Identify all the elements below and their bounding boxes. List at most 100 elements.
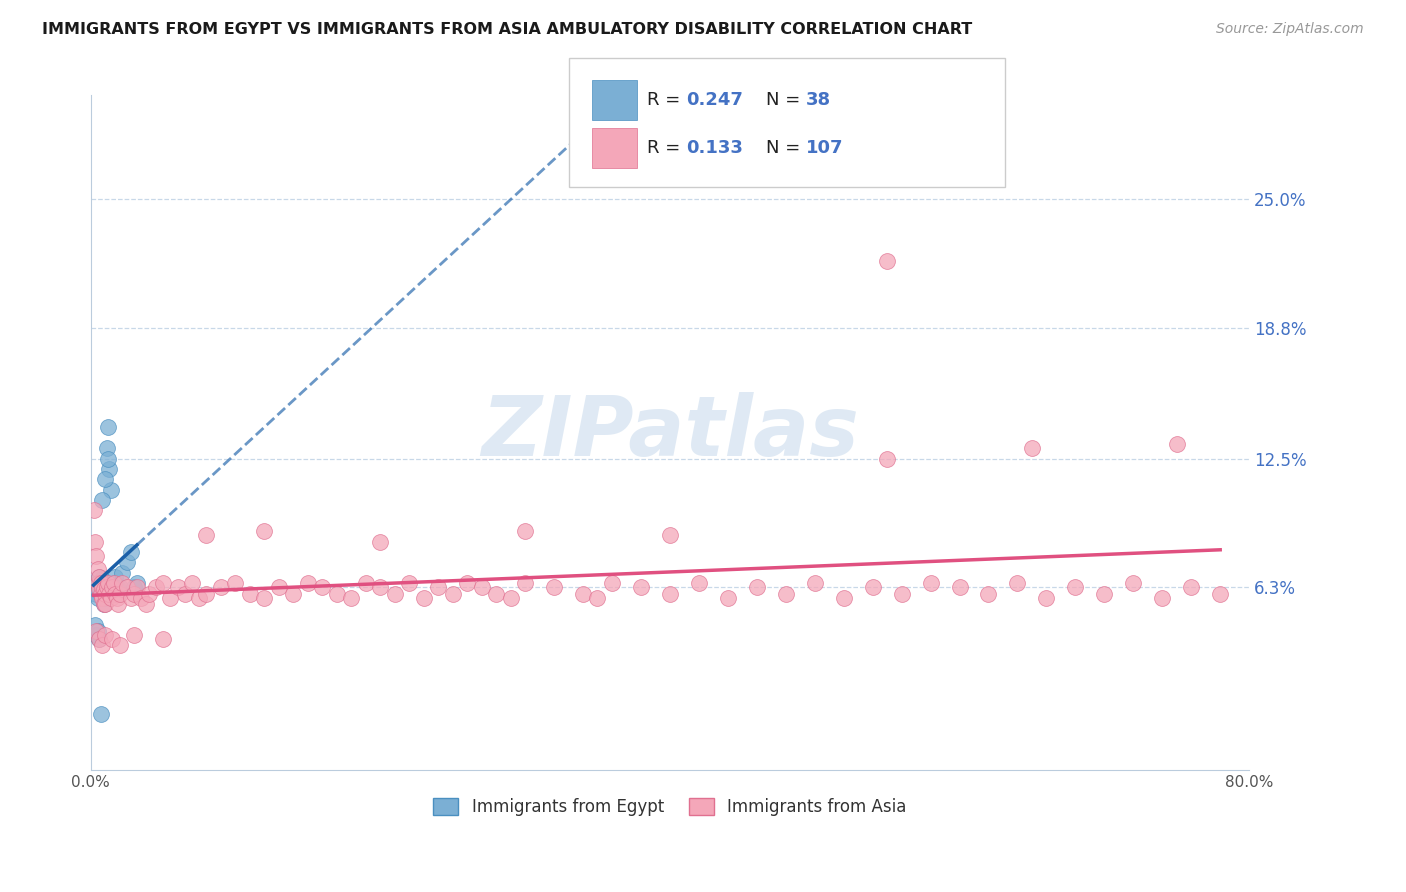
- Point: [84, 580, 107, 594]
- Point: [93, 586, 115, 600]
- Point: [107, 586, 129, 600]
- Point: [129, 591, 152, 605]
- Point: [398, 576, 420, 591]
- Point: [94, 586, 117, 600]
- Point: [600, 576, 623, 591]
- Point: [572, 586, 595, 600]
- Point: [224, 576, 246, 591]
- Point: [100, 483, 122, 497]
- Point: [832, 591, 855, 605]
- Point: [87, 624, 110, 638]
- Point: [87, 561, 110, 575]
- Point: [84, 534, 107, 549]
- Point: [456, 576, 478, 591]
- Point: [87, 576, 110, 591]
- Point: [1180, 580, 1202, 594]
- Point: [513, 576, 536, 591]
- Point: [94, 591, 117, 605]
- Point: [152, 576, 174, 591]
- Point: [103, 576, 125, 591]
- Point: [326, 586, 349, 600]
- Point: [977, 586, 1000, 600]
- Point: [775, 586, 797, 600]
- Point: [94, 628, 117, 642]
- Point: [86, 624, 108, 638]
- Point: [920, 576, 942, 591]
- Point: [195, 528, 218, 542]
- Point: [1122, 576, 1144, 591]
- Point: [101, 580, 124, 594]
- Point: [89, 582, 111, 597]
- Point: [630, 580, 652, 594]
- Point: [115, 555, 138, 569]
- Point: [122, 580, 145, 594]
- Point: [108, 586, 131, 600]
- Point: [135, 597, 157, 611]
- Point: [717, 591, 740, 605]
- Point: [368, 580, 391, 594]
- Legend: Immigrants from Egypt, Immigrants from Asia: Immigrants from Egypt, Immigrants from A…: [426, 791, 912, 822]
- Point: [84, 617, 107, 632]
- Point: [745, 580, 768, 594]
- Text: 107: 107: [806, 139, 844, 157]
- Point: [90, 586, 112, 600]
- Point: [209, 580, 232, 594]
- Point: [1064, 580, 1087, 594]
- Point: [368, 534, 391, 549]
- Point: [513, 524, 536, 539]
- Point: [1092, 586, 1115, 600]
- Point: [803, 576, 825, 591]
- Point: [499, 591, 522, 605]
- Point: [412, 591, 434, 605]
- Point: [90, 706, 112, 721]
- Point: [91, 493, 114, 508]
- Point: [91, 572, 114, 586]
- Text: 0.247: 0.247: [686, 91, 742, 109]
- Point: [94, 586, 117, 600]
- Point: [86, 628, 108, 642]
- Text: R =: R =: [647, 91, 686, 109]
- Point: [1152, 591, 1174, 605]
- Point: [253, 591, 276, 605]
- Point: [107, 597, 129, 611]
- Point: [138, 586, 160, 600]
- Point: [90, 576, 112, 591]
- Text: 0.133: 0.133: [686, 139, 742, 157]
- Point: [108, 639, 131, 653]
- Point: [283, 586, 305, 600]
- Point: [890, 586, 912, 600]
- Text: N =: N =: [766, 91, 806, 109]
- Point: [125, 580, 148, 594]
- Point: [297, 576, 319, 591]
- Point: [105, 580, 128, 594]
- Point: [97, 451, 120, 466]
- Point: [267, 580, 290, 594]
- Point: [181, 576, 204, 591]
- Point: [543, 580, 565, 594]
- Point: [90, 586, 112, 600]
- Point: [89, 580, 111, 594]
- Point: [108, 580, 131, 594]
- Point: [101, 632, 124, 647]
- Point: [876, 451, 898, 466]
- Point: [145, 580, 167, 594]
- Point: [485, 586, 508, 600]
- Point: [91, 591, 114, 605]
- Text: ZIPatlas: ZIPatlas: [481, 392, 859, 473]
- Point: [427, 580, 450, 594]
- Point: [1209, 586, 1232, 600]
- Point: [120, 591, 142, 605]
- Point: [311, 580, 333, 594]
- Text: Source: ZipAtlas.com: Source: ZipAtlas.com: [1216, 22, 1364, 37]
- Point: [111, 566, 134, 580]
- Point: [91, 639, 114, 653]
- Point: [173, 586, 195, 600]
- Point: [354, 576, 377, 591]
- Point: [89, 570, 111, 584]
- Point: [96, 580, 118, 594]
- Point: [159, 591, 181, 605]
- Point: [83, 503, 105, 517]
- Point: [471, 580, 494, 594]
- Point: [104, 586, 127, 600]
- Point: [166, 580, 188, 594]
